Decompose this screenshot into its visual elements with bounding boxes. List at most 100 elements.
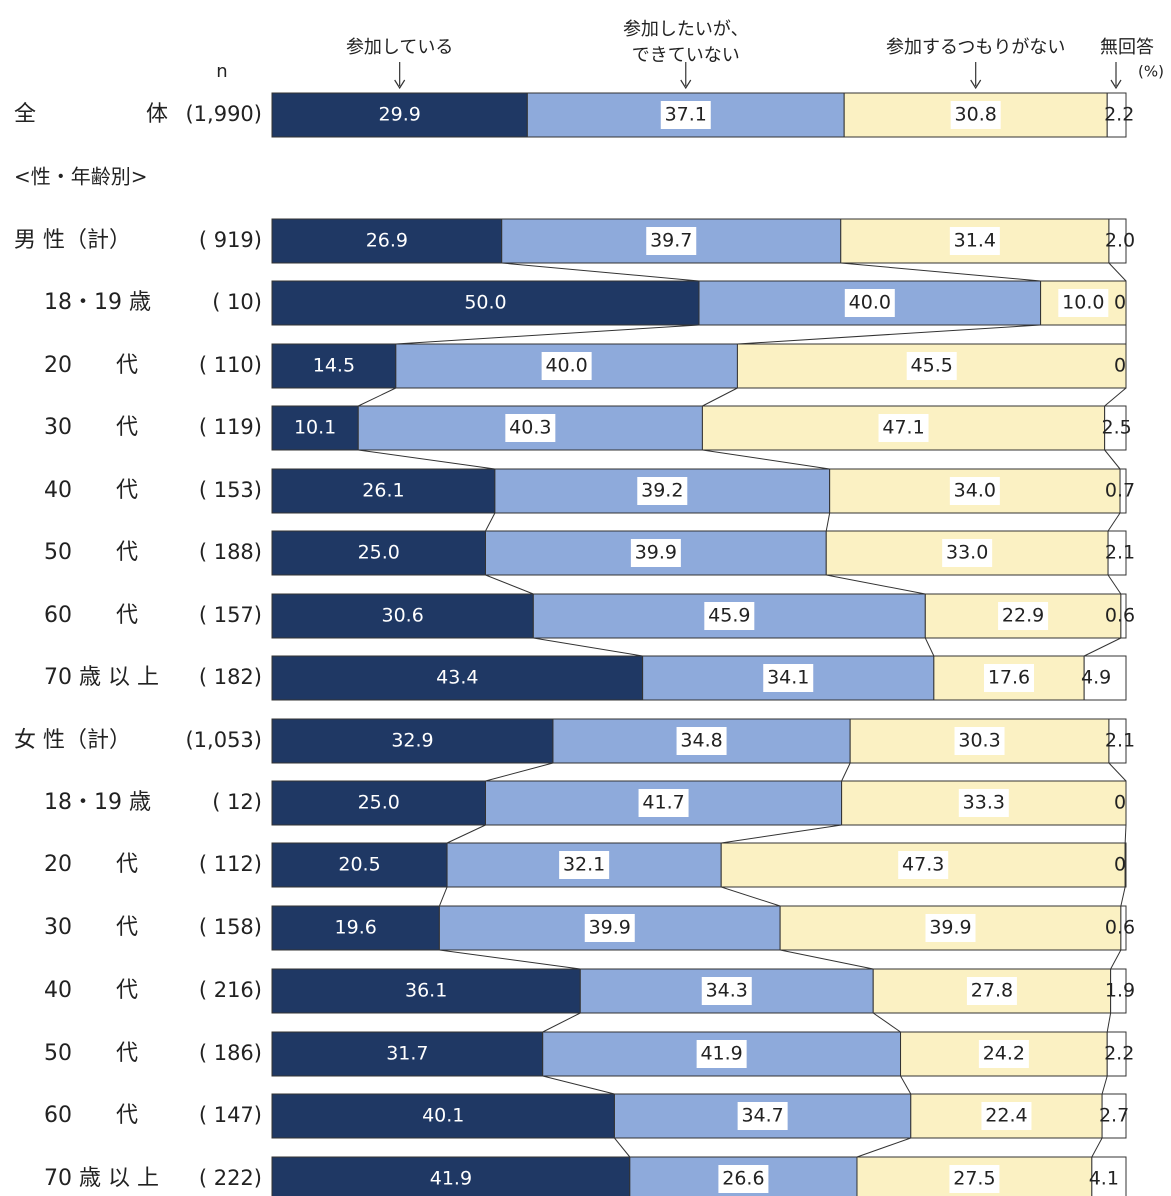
row-n: ( 153) bbox=[199, 478, 262, 502]
bar-segment bbox=[271, 1031, 544, 1077]
connector-line bbox=[542, 1075, 615, 1095]
bar-segment bbox=[1106, 92, 1127, 138]
bar-segment bbox=[1120, 593, 1127, 639]
row-n: ( 12) bbox=[212, 790, 262, 814]
row-label: 60 代 bbox=[44, 1103, 138, 1128]
row-label: 40 代 bbox=[44, 478, 138, 503]
value-label-bg bbox=[584, 914, 635, 942]
value-label: 31.4 bbox=[954, 230, 996, 252]
value-label: 2.0 bbox=[1105, 230, 1135, 252]
bar-segment bbox=[271, 1093, 615, 1139]
value-label-bg bbox=[942, 539, 993, 567]
value-label: 22.9 bbox=[1002, 605, 1044, 627]
row-label: 男 性（計） bbox=[14, 228, 131, 253]
value-label: 39.7 bbox=[650, 230, 692, 252]
bar-segment bbox=[1101, 1093, 1127, 1139]
connector-line bbox=[446, 824, 486, 844]
value-label: 14.5 bbox=[313, 355, 355, 377]
row-n: ( 110) bbox=[199, 353, 262, 377]
bar-segment bbox=[1108, 218, 1127, 264]
value-label: 1.9 bbox=[1105, 980, 1135, 1002]
value-label: 2.2 bbox=[1104, 104, 1134, 126]
row-n: ( 919) bbox=[199, 228, 262, 252]
value-label: 41.9 bbox=[700, 1043, 742, 1065]
bar-segment bbox=[271, 405, 359, 451]
section-label: <性・年齢別> bbox=[14, 165, 148, 189]
legend: 参加している 参加したいが、できていない 参加するつもりがない 無回答 bbox=[346, 19, 1154, 90]
bar-segment bbox=[1120, 905, 1127, 951]
value-label: 25.0 bbox=[358, 792, 400, 814]
value-label: 25.0 bbox=[358, 542, 400, 564]
connector-line bbox=[1120, 886, 1126, 907]
value-label: 39.9 bbox=[589, 917, 631, 939]
bar-segment bbox=[1106, 1031, 1127, 1077]
bar-segment bbox=[271, 780, 486, 826]
value-label-bg bbox=[763, 664, 814, 692]
value-label: 30.6 bbox=[382, 605, 424, 627]
connector-line bbox=[542, 1012, 581, 1033]
connector-line bbox=[856, 1137, 911, 1158]
value-label: 2.1 bbox=[1105, 730, 1135, 752]
value-label-bg bbox=[906, 352, 957, 380]
value-label: 22.4 bbox=[985, 1105, 1027, 1127]
value-label: 0.6 bbox=[1105, 917, 1135, 939]
value-label-bg bbox=[958, 789, 1009, 817]
n-header: n bbox=[216, 61, 227, 82]
connector-line bbox=[485, 512, 496, 532]
chart-header: n (%) <性・年齢別> bbox=[14, 61, 1164, 189]
bar-segment bbox=[271, 1156, 631, 1196]
row-label: 30 代 bbox=[44, 915, 138, 940]
value-label-bg bbox=[701, 977, 752, 1005]
value-label: 33.3 bbox=[963, 792, 1005, 814]
value-label: 0 bbox=[1114, 792, 1126, 814]
legend-arrow-head bbox=[394, 79, 406, 90]
bar-segment bbox=[271, 530, 486, 576]
value-label: 4.9 bbox=[1081, 667, 1111, 689]
value-label: 27.5 bbox=[953, 1168, 995, 1190]
row-label: 40 代 bbox=[44, 978, 138, 1003]
value-label: 31.7 bbox=[386, 1043, 428, 1065]
value-label: 2.5 bbox=[1102, 417, 1132, 439]
bar-segment bbox=[271, 280, 700, 326]
value-label-bg bbox=[704, 602, 755, 630]
row-label: 70 歳 以 上 bbox=[44, 665, 159, 690]
row-n: ( 188) bbox=[199, 540, 262, 564]
value-label: 24.2 bbox=[983, 1043, 1025, 1065]
legend-label: 参加するつもりがない bbox=[886, 37, 1065, 58]
value-label: 29.9 bbox=[379, 104, 421, 126]
bar-segment bbox=[271, 468, 496, 514]
legend-arrow-head bbox=[1110, 79, 1122, 90]
value-label: 34.0 bbox=[954, 480, 996, 502]
value-label-bg bbox=[954, 727, 1005, 755]
connector-line bbox=[1083, 637, 1122, 657]
bar-segment bbox=[271, 92, 528, 138]
row-n: ( 158) bbox=[199, 915, 262, 939]
value-label: 39.9 bbox=[929, 917, 971, 939]
value-label-bg bbox=[646, 227, 697, 255]
value-label: 2.1 bbox=[1105, 542, 1135, 564]
value-label: 37.1 bbox=[665, 104, 707, 126]
value-label: 27.8 bbox=[971, 980, 1013, 1002]
value-label-bg bbox=[630, 539, 681, 567]
value-label: 40.1 bbox=[422, 1105, 464, 1127]
value-label: 0.7 bbox=[1105, 480, 1135, 502]
value-label: 45.9 bbox=[708, 605, 750, 627]
bar-segment bbox=[1119, 468, 1127, 514]
legend-label: できていない bbox=[632, 45, 740, 66]
connector-line bbox=[702, 387, 738, 407]
value-label: 32.1 bbox=[563, 854, 605, 876]
row-n: (1,053) bbox=[185, 728, 262, 752]
value-label: 33.0 bbox=[946, 542, 988, 564]
value-label: 17.6 bbox=[988, 667, 1030, 689]
connector-line bbox=[1101, 1075, 1108, 1095]
row-n: ( 222) bbox=[199, 1166, 262, 1190]
connector-line bbox=[780, 949, 874, 970]
connector-line bbox=[825, 512, 831, 532]
value-label: 41.7 bbox=[642, 792, 684, 814]
value-label: 26.9 bbox=[366, 230, 408, 252]
value-label-bg bbox=[505, 414, 556, 442]
value-label-bg bbox=[898, 851, 949, 879]
connector-line bbox=[358, 449, 495, 470]
value-label: 30.8 bbox=[955, 104, 997, 126]
connector-line bbox=[614, 1137, 631, 1158]
